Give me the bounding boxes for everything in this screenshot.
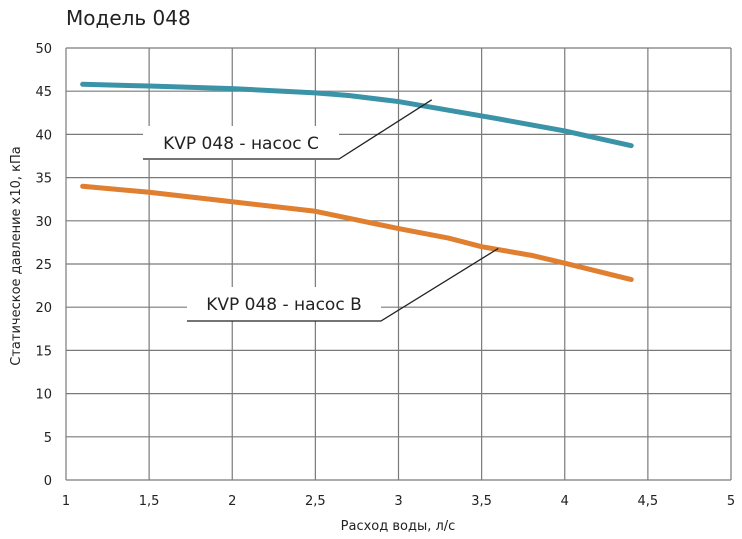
y-tick-label: 40 (35, 128, 52, 143)
x-tick-label: 3,5 (471, 494, 492, 509)
y-tick-label: 50 (35, 42, 52, 57)
y-tick-label: 0 (44, 474, 52, 489)
x-tick-label: 5 (727, 494, 735, 509)
x-tick-label: 4,5 (638, 494, 659, 509)
x-tick-label: 4 (561, 494, 569, 509)
x-axis-label: Расход воды, л/с (341, 519, 456, 534)
y-tick-label: 20 (35, 301, 52, 316)
x-tick-labels: 1 1,5 2 2,5 3 3,5 4 4,5 5 (62, 494, 735, 509)
y-axis-label: Статическое давление x10, кПа (9, 146, 24, 366)
series-lines (80, 81, 634, 283)
x-tick-label: 1,5 (139, 494, 160, 509)
annotation-leader-0 (143, 99, 433, 160)
annotation-box-0 (143, 126, 339, 160)
x-tick-label: 1 (62, 494, 70, 509)
annotation-leader-1 (187, 247, 499, 322)
y-tick-label: 25 (35, 258, 52, 273)
annotations: KVP 048 - насос C KVP 048 - насос B (143, 99, 499, 322)
series-line-1 (80, 183, 634, 283)
grid (65, 47, 732, 481)
series-line-0 (80, 81, 634, 149)
y-tick-label: 10 (35, 388, 52, 403)
y-tick-label: 30 (35, 215, 52, 230)
annotation-label-0: KVP 048 - насос C (163, 134, 319, 154)
x-tick-label: 2,5 (305, 494, 326, 509)
annotation-box-1 (187, 287, 381, 321)
y-tick-label: 35 (35, 172, 52, 187)
y-tick-labels: 0 5 10 15 20 25 30 35 40 45 50 (35, 42, 52, 489)
x-tick-label: 2 (228, 494, 236, 509)
y-tick-label: 5 (44, 431, 52, 446)
annotation-label-1: KVP 048 - насос B (206, 295, 362, 315)
y-tick-label: 15 (35, 344, 52, 359)
chart-title: Модель 048 (66, 6, 191, 30)
x-tick-label: 3 (394, 494, 402, 509)
y-tick-label: 45 (35, 85, 52, 100)
